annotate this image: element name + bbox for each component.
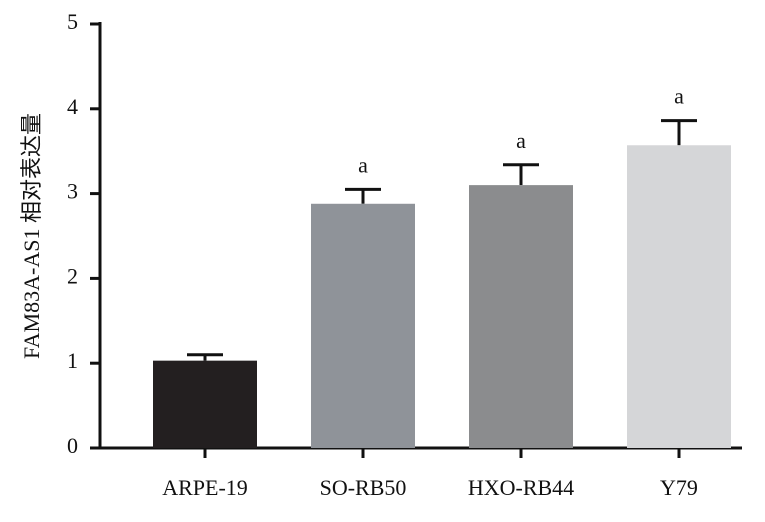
bar xyxy=(311,203,415,448)
y-axis-title: FAM83A-AS1 相对表达量 xyxy=(19,113,44,359)
bar xyxy=(469,185,573,448)
y-tick-label: 2 xyxy=(67,263,78,288)
bar xyxy=(627,145,731,448)
annotation: a xyxy=(358,152,368,177)
y-tick-label: 1 xyxy=(67,348,78,373)
annotation: a xyxy=(516,128,526,153)
y-tick-label: 0 xyxy=(67,433,78,458)
y-tick-label: 4 xyxy=(67,94,78,119)
x-tick-label: Y79 xyxy=(660,475,698,500)
x-tick-label: SO-RB50 xyxy=(320,475,407,500)
bar xyxy=(153,360,257,448)
x-tick-label: HXO-RB44 xyxy=(468,475,574,500)
annotation: a xyxy=(674,84,684,109)
y-tick-label: 5 xyxy=(67,9,78,34)
y-tick-label: 3 xyxy=(67,179,78,204)
x-tick-label: ARPE-19 xyxy=(162,475,248,500)
